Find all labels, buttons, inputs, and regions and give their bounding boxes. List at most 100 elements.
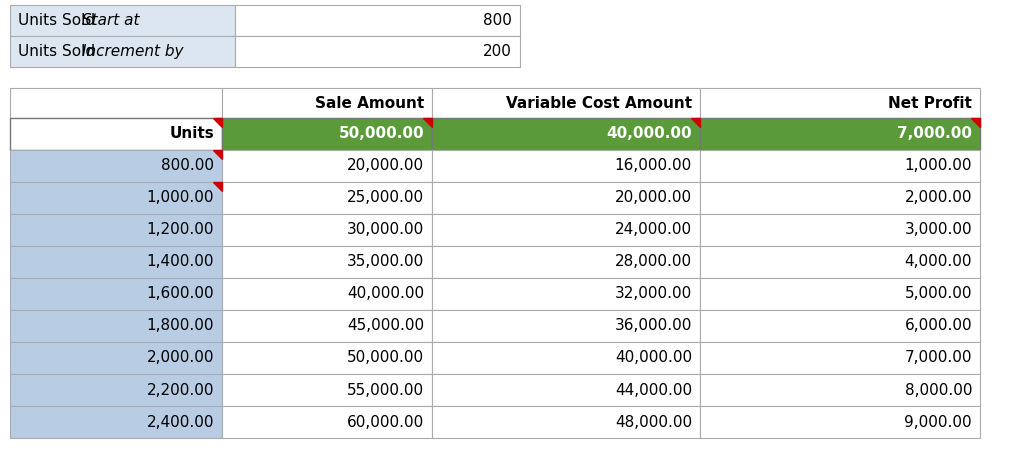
Bar bbox=[222, 310, 432, 342]
Bar bbox=[222, 406, 432, 438]
Text: 1,200.00: 1,200.00 bbox=[146, 223, 214, 237]
Bar bbox=[700, 342, 980, 374]
Text: Sale Amount: Sale Amount bbox=[314, 95, 424, 111]
Text: 20,000.00: 20,000.00 bbox=[614, 190, 692, 206]
Bar bbox=[10, 5, 234, 36]
Bar bbox=[700, 374, 980, 406]
Polygon shape bbox=[423, 118, 432, 127]
Text: Net Profit: Net Profit bbox=[888, 95, 972, 111]
Text: 50,000.00: 50,000.00 bbox=[347, 350, 424, 366]
Text: 2,400.00: 2,400.00 bbox=[146, 414, 214, 430]
Bar bbox=[432, 88, 700, 118]
Bar bbox=[432, 374, 700, 406]
Bar bbox=[700, 406, 980, 438]
Text: 7,000.00: 7,000.00 bbox=[904, 350, 972, 366]
Text: 24,000.00: 24,000.00 bbox=[614, 223, 692, 237]
Bar bbox=[10, 406, 222, 438]
Text: Units Sold: Units Sold bbox=[18, 13, 100, 28]
Bar bbox=[10, 118, 222, 150]
Text: 800: 800 bbox=[483, 13, 512, 28]
Bar bbox=[234, 5, 520, 36]
Bar bbox=[432, 406, 700, 438]
Text: 1,800.00: 1,800.00 bbox=[146, 319, 214, 333]
Bar bbox=[10, 374, 222, 406]
Text: Variable Cost Amount: Variable Cost Amount bbox=[506, 95, 692, 111]
Bar bbox=[222, 374, 432, 406]
Bar bbox=[222, 88, 432, 118]
Text: 2,000.00: 2,000.00 bbox=[146, 350, 214, 366]
Text: 35,000.00: 35,000.00 bbox=[347, 254, 424, 270]
Polygon shape bbox=[213, 182, 222, 191]
Bar bbox=[700, 246, 980, 278]
Bar bbox=[10, 310, 222, 342]
Text: 40,000.00: 40,000.00 bbox=[347, 286, 424, 301]
Text: 1,600.00: 1,600.00 bbox=[146, 286, 214, 301]
Text: 6,000.00: 6,000.00 bbox=[904, 319, 972, 333]
Bar bbox=[432, 182, 700, 214]
Text: 55,000.00: 55,000.00 bbox=[347, 383, 424, 397]
Bar bbox=[10, 278, 222, 310]
Text: 2,000.00: 2,000.00 bbox=[904, 190, 972, 206]
Bar bbox=[222, 150, 432, 182]
Text: 40,000.00: 40,000.00 bbox=[614, 350, 692, 366]
Text: Units: Units bbox=[169, 126, 214, 142]
Text: 7,000.00: 7,000.00 bbox=[897, 126, 972, 142]
Bar bbox=[432, 310, 700, 342]
Polygon shape bbox=[213, 118, 222, 127]
Text: Units Sold: Units Sold bbox=[18, 44, 100, 59]
Text: 20,000.00: 20,000.00 bbox=[347, 159, 424, 173]
Bar bbox=[432, 118, 700, 150]
Bar bbox=[10, 88, 222, 118]
Bar bbox=[222, 246, 432, 278]
Text: 3,000.00: 3,000.00 bbox=[904, 223, 972, 237]
Bar bbox=[222, 278, 432, 310]
Text: Start at: Start at bbox=[82, 13, 139, 28]
Text: 25,000.00: 25,000.00 bbox=[347, 190, 424, 206]
Bar bbox=[432, 342, 700, 374]
Text: 4,000.00: 4,000.00 bbox=[904, 254, 972, 270]
Polygon shape bbox=[971, 118, 980, 127]
Bar bbox=[222, 118, 432, 150]
Text: 800.00: 800.00 bbox=[161, 159, 214, 173]
Text: 36,000.00: 36,000.00 bbox=[614, 319, 692, 333]
Text: 1,000.00: 1,000.00 bbox=[904, 159, 972, 173]
Text: 8,000.00: 8,000.00 bbox=[904, 383, 972, 397]
Bar bbox=[10, 150, 222, 182]
Bar bbox=[700, 310, 980, 342]
Text: 45,000.00: 45,000.00 bbox=[347, 319, 424, 333]
Bar bbox=[700, 118, 980, 150]
Bar bbox=[432, 150, 700, 182]
Bar bbox=[222, 182, 432, 214]
Bar bbox=[700, 182, 980, 214]
Bar bbox=[700, 214, 980, 246]
Text: 40,000.00: 40,000.00 bbox=[606, 126, 692, 142]
Text: 50,000.00: 50,000.00 bbox=[338, 126, 424, 142]
Text: 5,000.00: 5,000.00 bbox=[904, 286, 972, 301]
Text: 16,000.00: 16,000.00 bbox=[614, 159, 692, 173]
Text: Increment by: Increment by bbox=[82, 44, 183, 59]
Bar bbox=[222, 342, 432, 374]
Text: 60,000.00: 60,000.00 bbox=[347, 414, 424, 430]
Polygon shape bbox=[691, 118, 700, 127]
Bar bbox=[700, 278, 980, 310]
Text: 32,000.00: 32,000.00 bbox=[614, 286, 692, 301]
Text: 200: 200 bbox=[483, 44, 512, 59]
Bar bbox=[234, 36, 520, 67]
Bar bbox=[10, 214, 222, 246]
Bar bbox=[432, 278, 700, 310]
Bar bbox=[700, 150, 980, 182]
Text: 9,000.00: 9,000.00 bbox=[904, 414, 972, 430]
Text: 28,000.00: 28,000.00 bbox=[614, 254, 692, 270]
Bar bbox=[10, 246, 222, 278]
Polygon shape bbox=[213, 150, 222, 159]
Bar bbox=[432, 214, 700, 246]
Bar bbox=[10, 342, 222, 374]
Text: 48,000.00: 48,000.00 bbox=[614, 414, 692, 430]
Bar bbox=[10, 182, 222, 214]
Bar bbox=[432, 246, 700, 278]
Text: 2,200.00: 2,200.00 bbox=[146, 383, 214, 397]
Text: 30,000.00: 30,000.00 bbox=[347, 223, 424, 237]
Text: 44,000.00: 44,000.00 bbox=[614, 383, 692, 397]
Bar bbox=[10, 36, 234, 67]
Text: 1,000.00: 1,000.00 bbox=[146, 190, 214, 206]
